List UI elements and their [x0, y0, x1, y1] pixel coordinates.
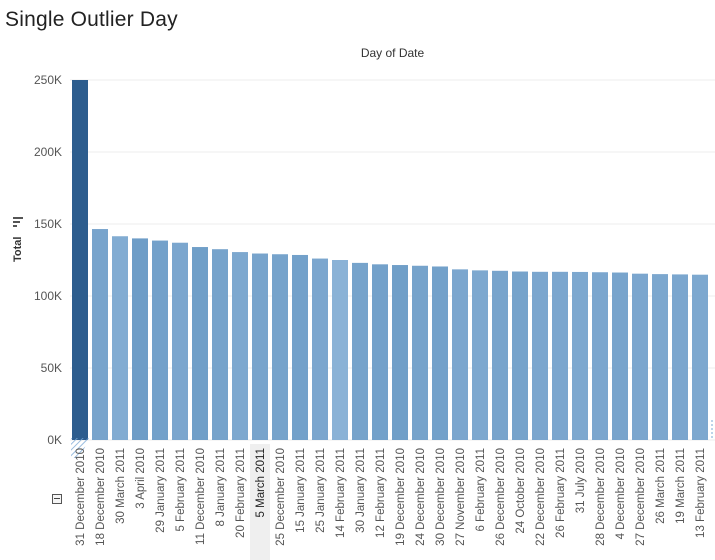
x-tick-label: 15 January 2011 [295, 448, 307, 533]
bar[interactable] [512, 271, 528, 440]
x-tick-label: 5 March 2011 [255, 448, 267, 517]
bar[interactable] [72, 80, 88, 440]
x-tick-label: 31 December 2010 [75, 448, 87, 546]
x-tick-label: 26 March 2011 [655, 448, 667, 524]
x-tick-label: 6 February 2011 [475, 448, 487, 532]
bar[interactable] [132, 238, 148, 440]
bar[interactable] [452, 269, 468, 440]
bar[interactable] [652, 274, 668, 440]
bar[interactable] [232, 252, 248, 440]
y-tick-label: 50K [41, 361, 62, 375]
bar[interactable] [432, 266, 448, 440]
bar[interactable] [612, 272, 628, 440]
bar[interactable] [692, 274, 708, 440]
bar[interactable] [572, 271, 588, 440]
collapse-minus-icon[interactable] [52, 494, 62, 504]
x-tick-label: 25 December 2010 [275, 448, 287, 546]
bar[interactable] [672, 274, 688, 440]
bar[interactable] [412, 265, 428, 440]
bar[interactable] [92, 229, 108, 440]
bar[interactable] [532, 271, 548, 440]
x-tick-label: 22 December 2010 [535, 448, 547, 546]
bar[interactable] [172, 242, 188, 440]
bar[interactable] [152, 240, 168, 440]
x-tick-label: 5 February 2011 [175, 448, 187, 532]
x-tick-label: 19 March 2011 [675, 448, 687, 524]
y-tick-label: 250K [34, 73, 62, 87]
x-tick-label: 13 February 2011 [695, 448, 707, 538]
y-tick-label: 100K [34, 289, 62, 303]
y-tick-label: 200K [34, 145, 62, 159]
y-tick-label: 0K [47, 433, 62, 447]
bar[interactable] [352, 262, 368, 440]
x-tick-label: 24 December 2010 [415, 448, 427, 546]
x-tick-label: 12 February 2011 [375, 448, 387, 538]
bar[interactable] [272, 254, 288, 440]
sort-descending-icon[interactable] [12, 216, 24, 230]
x-tick-label: 24 October 2010 [515, 448, 527, 534]
highlight-band [250, 444, 270, 560]
x-tick-label: 29 January 2011 [155, 448, 167, 533]
x-tick-label: 27 November 2010 [455, 448, 467, 546]
bar[interactable] [392, 265, 408, 440]
x-tick-label: 25 January 2011 [315, 448, 327, 533]
x-tick-label: 3 April 2010 [135, 448, 147, 509]
x-tick-label: 30 December 2010 [435, 448, 447, 546]
x-tick-label: 8 January 2011 [215, 448, 227, 526]
bar[interactable] [212, 249, 228, 440]
x-tick-label: 18 December 2010 [95, 448, 107, 546]
column-header: Day of Date [360, 46, 425, 60]
bar[interactable] [192, 247, 208, 440]
bar[interactable] [312, 258, 328, 440]
bar[interactable] [472, 270, 488, 440]
x-tick-label: 26 February 2011 [555, 448, 567, 538]
bar[interactable] [552, 271, 568, 440]
y-tick-label: 150K [34, 217, 62, 231]
x-tick-label: 27 December 2010 [635, 448, 647, 546]
x-tick-label: 11 December 2010 [195, 448, 207, 545]
x-tick-label: 30 January 2011 [355, 448, 367, 533]
x-tick-label: 19 December 2010 [395, 448, 407, 546]
bar[interactable] [632, 273, 648, 440]
bar[interactable] [492, 270, 508, 440]
x-tick-label: 31 July 2010 [575, 448, 587, 513]
x-tick-label: 14 February 2011 [335, 448, 347, 538]
bar[interactable] [292, 254, 308, 440]
page-title: Single Outlier Day [5, 8, 178, 31]
x-tick-label: 28 December 2010 [595, 448, 607, 546]
bar[interactable] [332, 260, 348, 440]
x-tick-label: 20 February 2011 [235, 448, 247, 538]
bar[interactable] [372, 264, 388, 440]
x-tick-label: 30 March 2011 [115, 448, 127, 524]
selection-marker [71, 438, 89, 458]
bar[interactable] [252, 253, 268, 440]
x-tick-label: 26 December 2010 [495, 448, 507, 546]
bar[interactable] [112, 236, 128, 440]
x-tick-label: 4 December 2010 [615, 448, 627, 539]
bar[interactable] [592, 272, 608, 440]
